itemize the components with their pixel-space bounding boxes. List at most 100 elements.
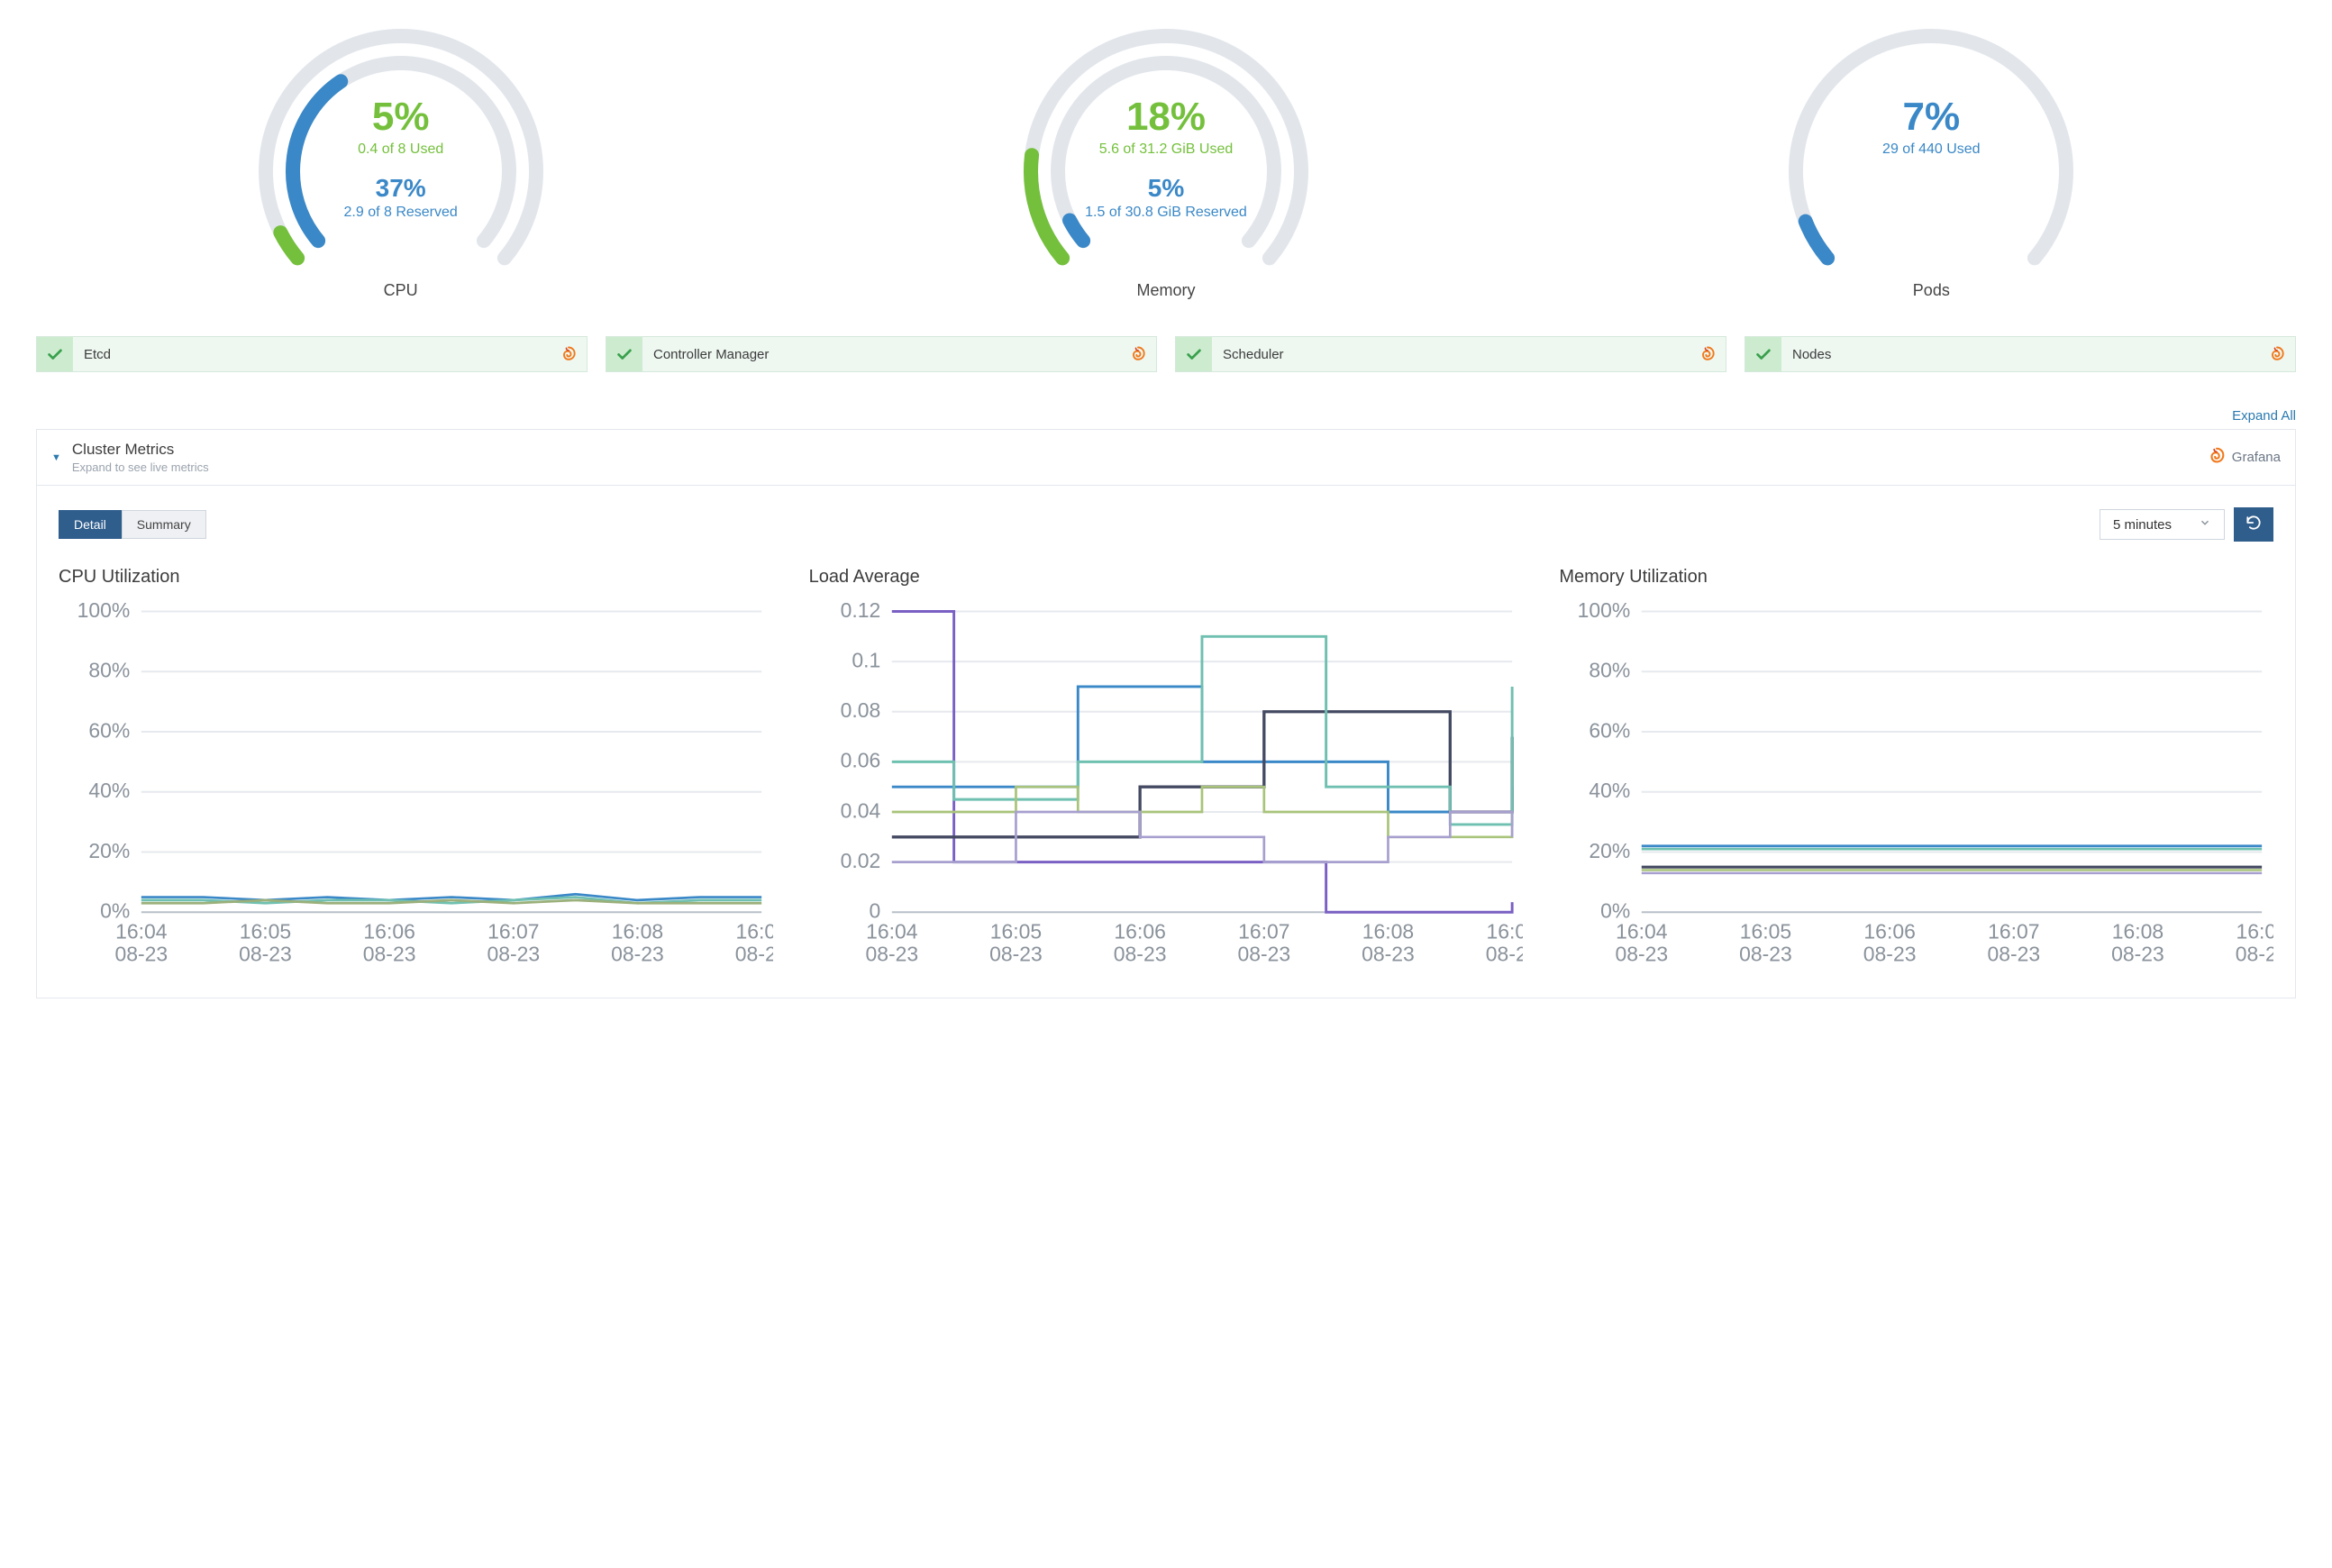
chart-plot[interactable]: 00.020.040.060.080.10.1216:0408-2316:050…	[809, 600, 1524, 976]
check-icon	[1745, 337, 1781, 371]
svg-text:80%: 80%	[1590, 659, 1631, 682]
svg-text:16:07: 16:07	[487, 919, 539, 943]
svg-text:08-23: 08-23	[239, 943, 292, 966]
chart-load-average: Load Average 00.020.040.060.080.10.1216:…	[809, 567, 1524, 976]
status-card-nodes[interactable]: Nodes	[1744, 336, 2296, 372]
time-range-label: 5 minutes	[2113, 517, 2172, 533]
svg-text:08-23: 08-23	[1362, 943, 1415, 966]
chart-title: Load Average	[809, 567, 1524, 588]
check-icon	[37, 337, 73, 371]
svg-text:08-23: 08-23	[989, 943, 1043, 966]
svg-text:0.06: 0.06	[840, 749, 880, 772]
metrics-subtitle: Expand to see live metrics	[72, 460, 2207, 474]
chart-cpu-utilization: CPU Utilization 0%20%40%60%80%100%16:040…	[59, 567, 773, 976]
svg-text:08-23: 08-23	[865, 943, 918, 966]
tab-summary[interactable]: Summary	[122, 510, 206, 539]
chart-title: CPU Utilization	[59, 567, 773, 588]
svg-text:16:08: 16:08	[2236, 919, 2273, 943]
svg-text:20%: 20%	[1590, 839, 1631, 862]
svg-text:100%: 100%	[1578, 600, 1631, 622]
gauge-memory-used-sub: 5.6 of 31.2 GiB Used	[1004, 141, 1328, 158]
svg-text:40%: 40%	[88, 779, 130, 802]
gauge-memory: 18% 5.6 of 31.2 GiB Used 5% 1.5 of 30.8 …	[801, 18, 1530, 300]
refresh-button[interactable]	[2234, 507, 2273, 542]
svg-text:08-23: 08-23	[1863, 943, 1917, 966]
status-card-controller manager[interactable]: Controller Manager	[606, 336, 1157, 372]
grafana-icon[interactable]	[551, 337, 587, 371]
svg-text:100%: 100%	[77, 600, 131, 622]
gauge-cpu-res-pct: 37%	[239, 174, 563, 203]
gauge-memory-res-pct: 5%	[1004, 174, 1328, 203]
grafana-icon	[2207, 446, 2227, 469]
cluster-metrics-header[interactable]: ▼ Cluster Metrics Expand to see live met…	[37, 430, 2295, 486]
svg-text:60%: 60%	[1590, 718, 1631, 742]
status-card-scheduler[interactable]: Scheduler	[1175, 336, 1726, 372]
status-card-etcd[interactable]: Etcd	[36, 336, 588, 372]
svg-text:16:08: 16:08	[612, 919, 663, 943]
collapse-icon: ▼	[51, 452, 61, 463]
svg-text:60%: 60%	[88, 718, 130, 742]
gauge-pods-used-sub: 29 of 440 Used	[1769, 141, 2093, 158]
tab-detail[interactable]: Detail	[59, 510, 122, 539]
metrics-title: Cluster Metrics	[72, 441, 2207, 459]
status-label: Nodes	[1781, 337, 2259, 371]
status-label: Scheduler	[1212, 337, 1690, 371]
svg-text:16:05: 16:05	[989, 919, 1041, 943]
svg-text:16:07: 16:07	[1238, 919, 1289, 943]
svg-text:16:04: 16:04	[115, 919, 168, 943]
time-range-select[interactable]: 5 minutes	[2100, 509, 2225, 540]
svg-text:08-23: 08-23	[363, 943, 416, 966]
svg-text:08-23: 08-23	[1616, 943, 1669, 966]
tab-group: Detail Summary	[59, 510, 206, 539]
svg-text:08-23: 08-23	[1113, 943, 1166, 966]
svg-text:0.08: 0.08	[840, 698, 880, 722]
svg-text:16:07: 16:07	[1988, 919, 2039, 943]
svg-text:08-23: 08-23	[1739, 943, 1792, 966]
gauge-memory-used-pct: 18%	[1004, 95, 1328, 140]
chart-title: Memory Utilization	[1559, 567, 2273, 588]
svg-text:16:05: 16:05	[1740, 919, 1791, 943]
chart-memory-utilization: Memory Utilization 0%20%40%60%80%100%16:…	[1559, 567, 2273, 976]
svg-text:16:08: 16:08	[2112, 919, 2163, 943]
svg-text:20%: 20%	[88, 839, 130, 862]
svg-text:16:05: 16:05	[240, 919, 291, 943]
chart-plot[interactable]: 0%20%40%60%80%100%16:0408-2316:0508-2316…	[1559, 600, 2273, 976]
check-icon	[606, 337, 642, 371]
svg-text:16:06: 16:06	[1864, 919, 1916, 943]
gauge-pods: 7% 29 of 440 Used Pods	[1567, 18, 2296, 300]
svg-text:08-23: 08-23	[2236, 943, 2273, 966]
gauge-cpu-used-sub: 0.4 of 8 Used	[239, 141, 563, 158]
svg-text:80%: 80%	[88, 659, 130, 682]
grafana-link[interactable]: Grafana	[2207, 446, 2281, 469]
svg-text:0.02: 0.02	[840, 849, 880, 872]
grafana-icon[interactable]	[2259, 337, 2295, 371]
svg-text:16:08: 16:08	[735, 919, 772, 943]
status-label: Controller Manager	[642, 337, 1120, 371]
svg-text:16:04: 16:04	[1616, 919, 1668, 943]
refresh-icon	[2245, 514, 2263, 536]
gauge-cpu: 5% 0.4 of 8 Used 37% 2.9 of 8 Reserved C…	[36, 18, 765, 300]
gauge-pods-used-pct: 7%	[1769, 95, 2093, 140]
svg-text:16:08: 16:08	[1362, 919, 1413, 943]
gauge-cpu-res-sub: 2.9 of 8 Reserved	[239, 205, 563, 221]
svg-text:08-23: 08-23	[1485, 943, 1523, 966]
grafana-icon[interactable]	[1690, 337, 1726, 371]
svg-text:40%: 40%	[1590, 779, 1631, 802]
chart-plot[interactable]: 0%20%40%60%80%100%16:0408-2316:0508-2316…	[59, 600, 773, 976]
check-icon	[1176, 337, 1212, 371]
svg-text:08-23: 08-23	[1237, 943, 1290, 966]
svg-text:08-23: 08-23	[2111, 943, 2164, 966]
expand-all-link[interactable]: Expand All	[36, 408, 2296, 424]
svg-text:16:08: 16:08	[1486, 919, 1523, 943]
svg-text:08-23: 08-23	[487, 943, 540, 966]
grafana-label: Grafana	[2232, 450, 2281, 465]
gauge-cpu-used-pct: 5%	[239, 95, 563, 140]
chevron-down-icon	[2199, 516, 2211, 533]
svg-text:0.04: 0.04	[840, 798, 880, 822]
svg-text:08-23: 08-23	[611, 943, 664, 966]
cluster-metrics-panel: ▼ Cluster Metrics Expand to see live met…	[36, 429, 2296, 998]
status-label: Etcd	[73, 337, 551, 371]
gauge-memory-res-sub: 1.5 of 30.8 GiB Reserved	[1004, 205, 1328, 221]
svg-text:0.1: 0.1	[852, 648, 880, 671]
grafana-icon[interactable]	[1120, 337, 1156, 371]
